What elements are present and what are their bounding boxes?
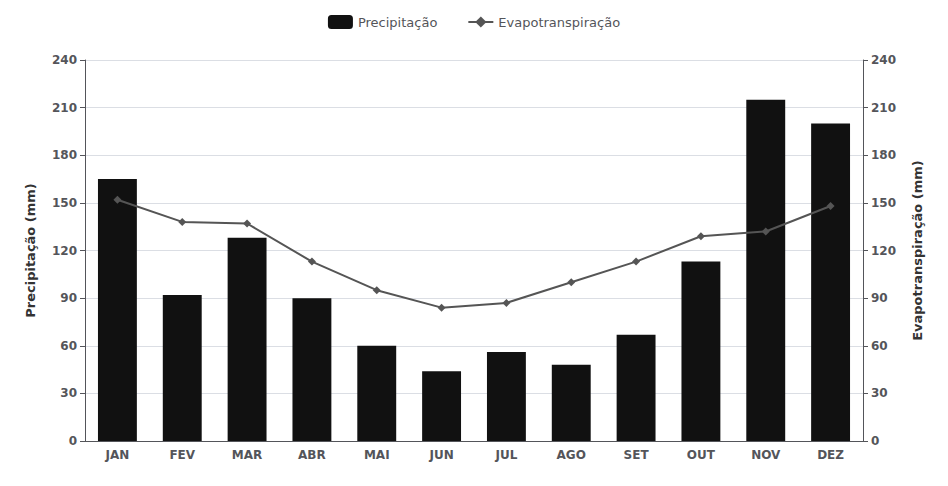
svg-text:ABR: ABR	[298, 448, 326, 462]
svg-text:30: 30	[60, 386, 77, 400]
svg-text:0: 0	[69, 434, 77, 448]
svg-text:240: 240	[52, 53, 77, 67]
svg-text:JUN: JUN	[428, 448, 453, 462]
svg-text:MAR: MAR	[232, 448, 262, 462]
svg-text:SET: SET	[624, 448, 650, 462]
svg-text:210: 210	[871, 101, 896, 115]
svg-text:Precipitação: Precipitação	[358, 15, 437, 30]
svg-text:FEV: FEV	[169, 448, 195, 462]
svg-text:MAI: MAI	[364, 448, 390, 462]
svg-text:0: 0	[871, 434, 879, 448]
svg-text:Evapotranspiração: Evapotranspiração	[498, 15, 620, 30]
svg-text:120: 120	[52, 244, 77, 258]
svg-text:120: 120	[871, 244, 896, 258]
svg-text:60: 60	[871, 339, 888, 353]
svg-text:NOV: NOV	[751, 448, 781, 462]
svg-text:OUT: OUT	[687, 448, 716, 462]
svg-text:AGO: AGO	[557, 448, 586, 462]
svg-text:60: 60	[60, 339, 77, 353]
svg-text:Precipitação (mm): Precipitação (mm)	[23, 183, 38, 318]
svg-text:30: 30	[871, 386, 888, 400]
svg-text:180: 180	[52, 148, 77, 162]
svg-text:210: 210	[52, 101, 77, 115]
svg-text:DEZ: DEZ	[817, 448, 844, 462]
svg-text:JAN: JAN	[105, 448, 130, 462]
svg-text:JUL: JUL	[494, 448, 517, 462]
svg-text:90: 90	[60, 291, 77, 305]
svg-text:240: 240	[871, 53, 896, 67]
svg-text:90: 90	[871, 291, 888, 305]
svg-text:150: 150	[52, 196, 77, 210]
svg-text:180: 180	[871, 148, 896, 162]
svg-text:150: 150	[871, 196, 896, 210]
svg-text:Evapotranspiração (mm): Evapotranspiração (mm)	[910, 160, 925, 341]
